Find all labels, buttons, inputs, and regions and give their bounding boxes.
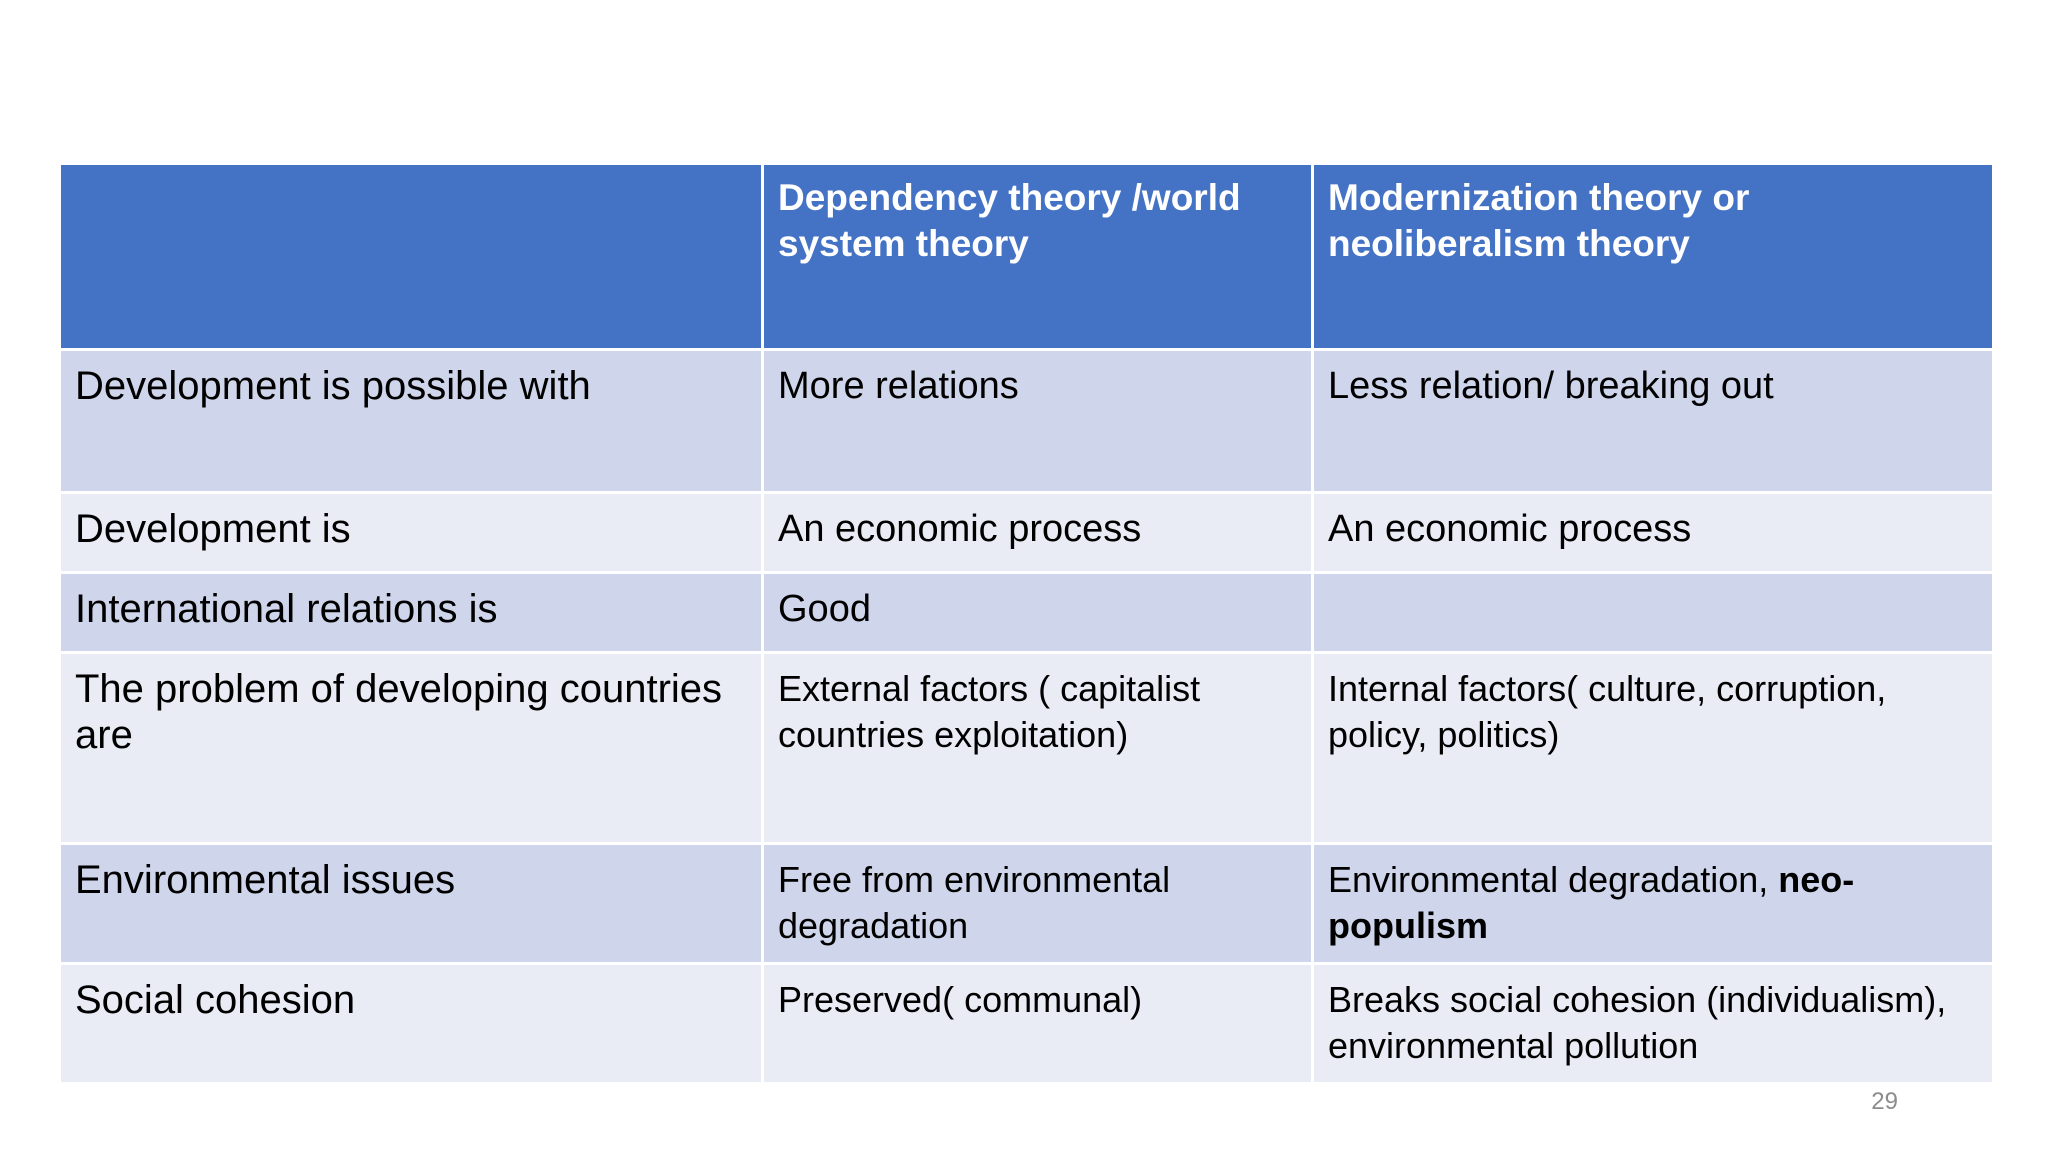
table-header-row: Dependency theory /world system theory M… bbox=[58, 162, 1995, 351]
row-label: Social cohesion bbox=[58, 962, 764, 1085]
table-row: The problem of developing countries are … bbox=[58, 651, 1995, 845]
row-label: International relations is bbox=[58, 571, 764, 654]
header-cell-modernization-theory: Modernization theory or neoliberalism th… bbox=[1311, 162, 1995, 351]
modernization-cell: Breaks social cohesion (individualism), … bbox=[1311, 962, 1995, 1085]
table-row: Development is possible with More relati… bbox=[58, 348, 1995, 494]
table-row: Development is An economic process An ec… bbox=[58, 491, 1995, 574]
row-label: Environmental issues bbox=[58, 842, 764, 965]
modernization-text: Environmental degradation, bbox=[1328, 859, 1779, 900]
dependency-cell: Free from environmental degradation bbox=[761, 842, 1314, 965]
dependency-cell: Preserved( communal) bbox=[761, 962, 1314, 1085]
dependency-cell: External factors ( capitalist countries … bbox=[761, 651, 1314, 845]
modernization-cell: Less relation/ breaking out bbox=[1311, 348, 1995, 494]
table-row: International relations is Good bbox=[58, 571, 1995, 654]
modernization-cell: Environmental degradation, neo-populism bbox=[1311, 842, 1995, 965]
page-number: 29 bbox=[1871, 1088, 1898, 1115]
modernization-cell bbox=[1311, 571, 1995, 654]
modernization-bold-text: neo-populism bbox=[1328, 859, 1855, 946]
header-cell-empty bbox=[58, 162, 764, 351]
dependency-cell: More relations bbox=[761, 348, 1314, 494]
comparison-table: Dependency theory /world system theory M… bbox=[58, 162, 1995, 1085]
table-row: Environmental issues Free from environme… bbox=[58, 842, 1995, 965]
dependency-cell: Good bbox=[761, 571, 1314, 654]
row-label: Development is bbox=[58, 491, 764, 574]
table-row: Social cohesion Preserved( communal) Bre… bbox=[58, 962, 1995, 1085]
row-label: The problem of developing countries are bbox=[58, 651, 764, 845]
dependency-cell: An economic process bbox=[761, 491, 1314, 574]
header-cell-dependency-theory: Dependency theory /world system theory bbox=[761, 162, 1314, 351]
row-label: Development is possible with bbox=[58, 348, 764, 494]
modernization-cell: Internal factors( culture, corruption, p… bbox=[1311, 651, 1995, 845]
modernization-cell: An economic process bbox=[1311, 491, 1995, 574]
